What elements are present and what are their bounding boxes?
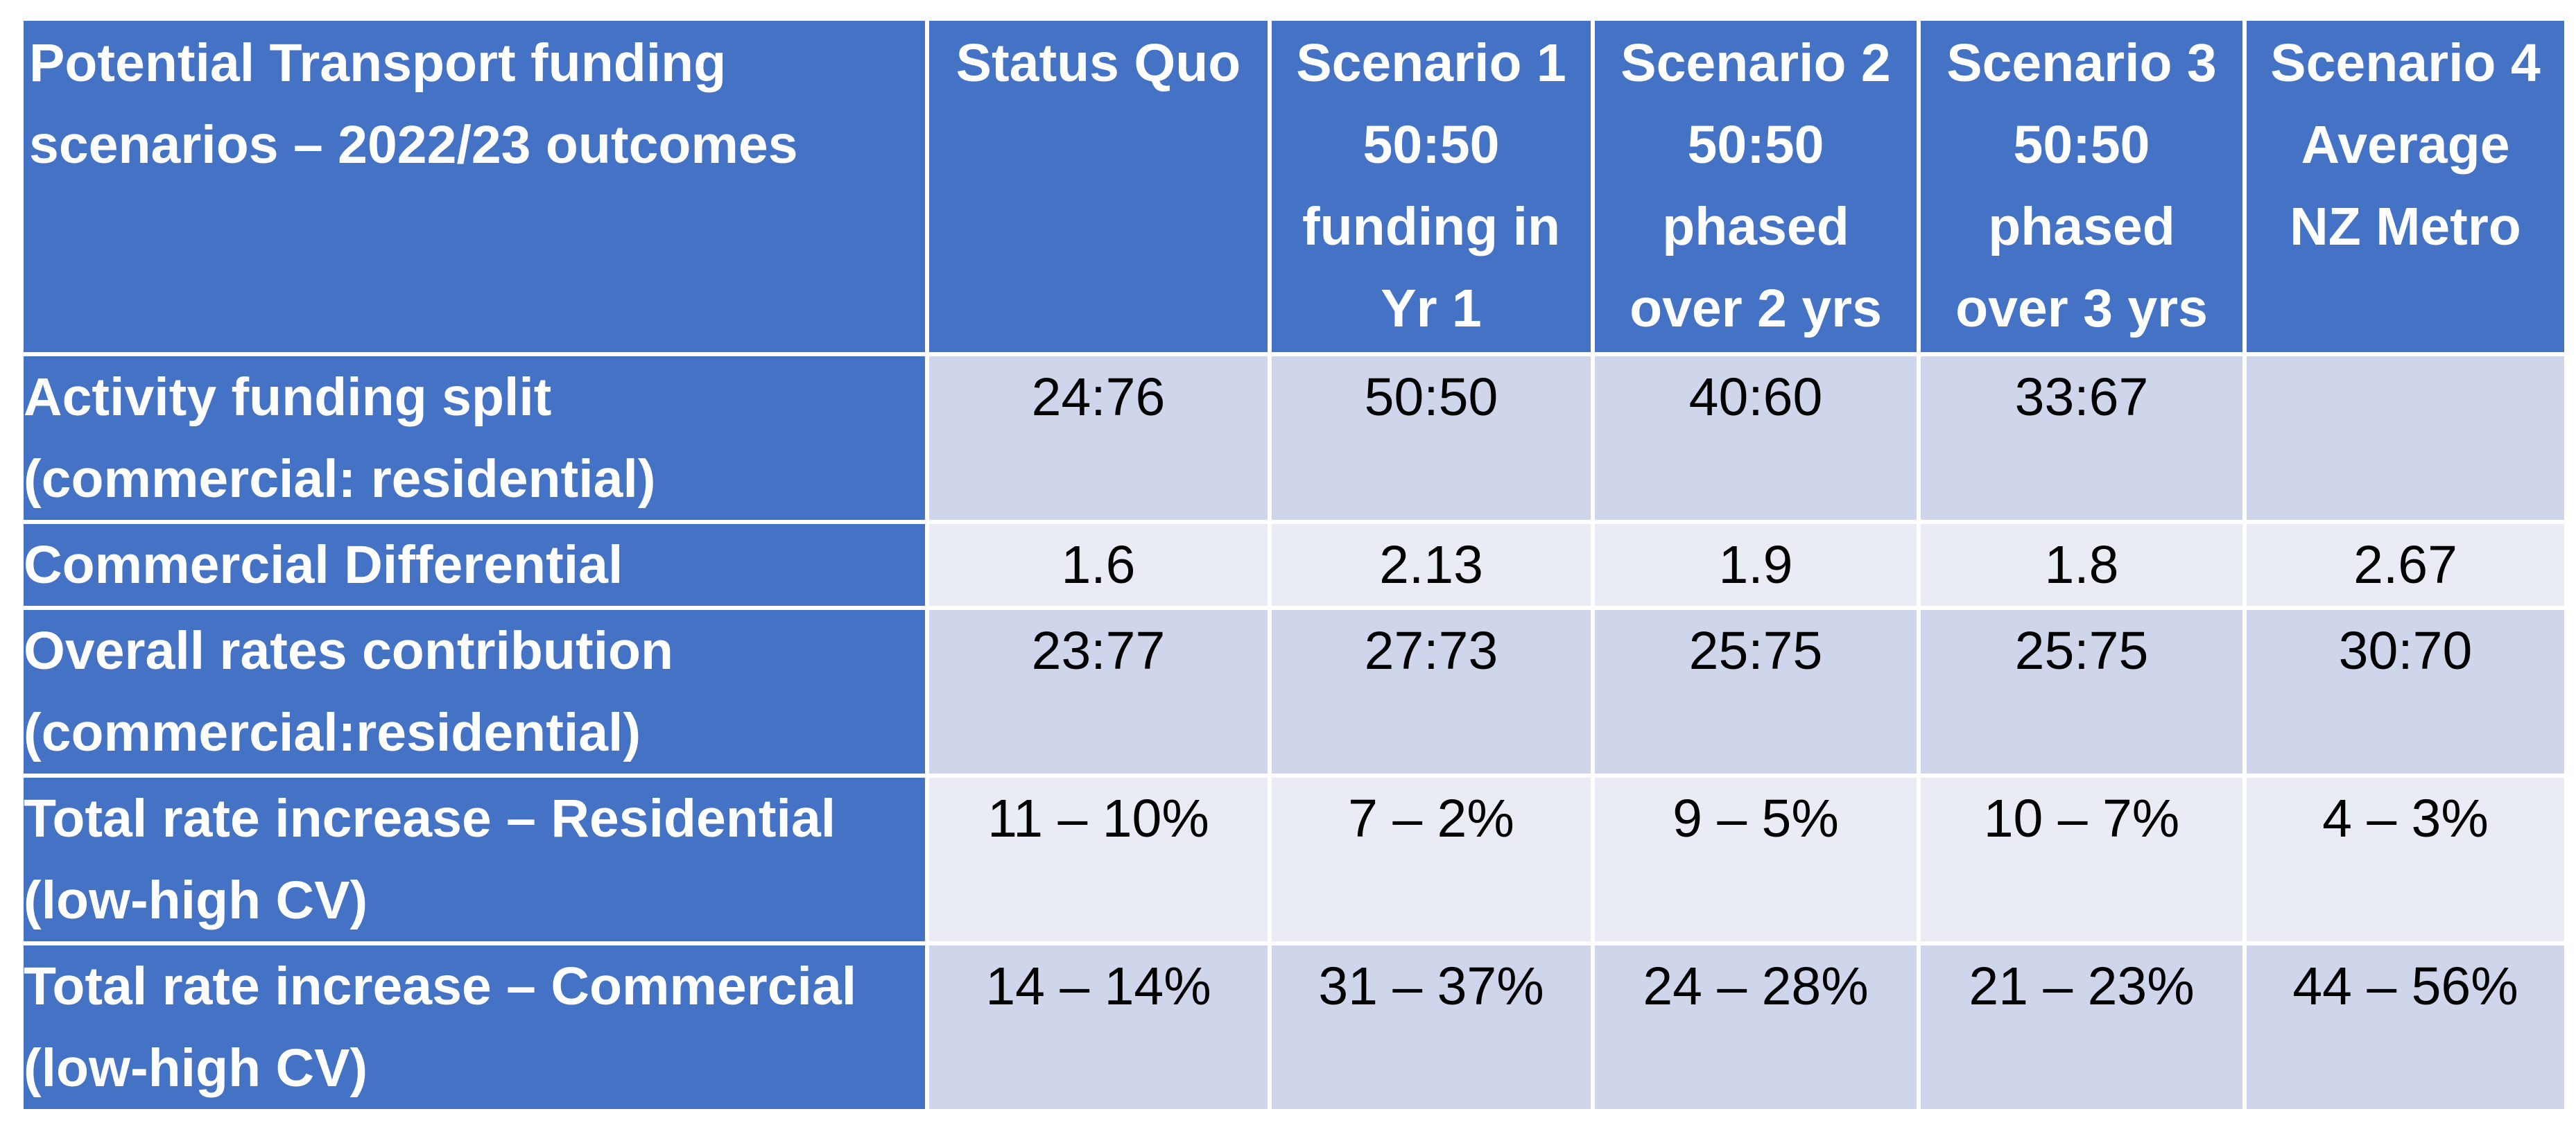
cell-scenario-3: 1.8 (1917, 520, 2247, 610)
cell-scenario-1: 27:73 (1268, 606, 1595, 778)
row-label-line: (low-high CV) (24, 1038, 368, 1098)
header-line: NZ Metro (2290, 197, 2521, 256)
cell-scenario-2: 9 – 5% (1591, 774, 1921, 945)
cell-scenario-4: 30:70 (2242, 606, 2568, 778)
row-label-line: (commercial: residential) (24, 449, 656, 509)
header-line: Scenario 3 (1946, 33, 2217, 93)
cell-status-quo: 14 – 14% (925, 941, 1272, 1113)
cell-status-quo: 1.6 (925, 520, 1272, 610)
cell-scenario-2: 1.9 (1591, 520, 1921, 610)
cell-scenario-1: 31 – 37% (1268, 941, 1595, 1113)
cell-scenario-1: 2.13 (1268, 520, 1595, 610)
cell-scenario-3: 33:67 (1917, 352, 2247, 524)
cell-scenario-4: 44 – 56% (2242, 941, 2568, 1113)
table-row-total-rate-increase-residential: Total rate increase – Residential (low-h… (19, 774, 2568, 945)
header-line: Scenario 2 (1620, 33, 1891, 93)
header-line: Scenario 1 (1296, 33, 1566, 93)
header-line: Average (2301, 115, 2510, 175)
header-line: phased (1988, 197, 2175, 256)
cell-scenario-4 (2242, 352, 2568, 524)
row-label-line: Activity funding split (24, 367, 552, 427)
header-title-line: scenarios – 2022/23 outcomes (29, 115, 798, 175)
row-label-line: Commercial Differential (24, 535, 623, 595)
table-row-overall-rates-contribution: Overall rates contribution (commercial:r… (19, 606, 2568, 778)
cell-scenario-4: 4 – 3% (2242, 774, 2568, 945)
cell-scenario-1: 50:50 (1268, 352, 1595, 524)
cell-scenario-1: 7 – 2% (1268, 774, 1595, 945)
cell-scenario-3: 21 – 23% (1917, 941, 2247, 1113)
header-scenario-2: Scenario 2 50:50 phased over 2 yrs (1591, 17, 1921, 356)
header-scenario-3: Scenario 3 50:50 phased over 3 yrs (1917, 17, 2247, 356)
cell-scenario-2: 25:75 (1591, 606, 1921, 778)
row-label-line: (commercial:residential) (24, 703, 641, 762)
header-line: 50:50 (1363, 115, 1500, 175)
row-label-line: Overall rates contribution (24, 621, 674, 681)
header-status-quo-label: Status Quo (956, 33, 1241, 93)
header-line: 50:50 (2013, 115, 2150, 175)
row-label: Overall rates contribution (commercial:r… (19, 606, 929, 778)
header-line: over 3 yrs (1955, 279, 2208, 338)
row-label: Commercial Differential (19, 520, 929, 610)
header-line: over 2 yrs (1630, 279, 1882, 338)
cell-scenario-3: 25:75 (1917, 606, 2247, 778)
cell-scenario-3: 10 – 7% (1917, 774, 2247, 945)
row-label: Total rate increase – Residential (low-h… (19, 774, 929, 945)
row-label: Activity funding split (commercial: resi… (19, 352, 929, 524)
cell-status-quo: 11 – 10% (925, 774, 1272, 945)
row-label-line: Total rate increase – Residential (24, 789, 836, 848)
cell-scenario-2: 40:60 (1591, 352, 1921, 524)
cell-scenario-2: 24 – 28% (1591, 941, 1921, 1113)
row-label-line: (low-high CV) (24, 871, 368, 930)
table-row-total-rate-increase-commercial: Total rate increase – Commercial (low-hi… (19, 941, 2568, 1113)
cell-status-quo: 23:77 (925, 606, 1272, 778)
header-title-line: Potential Transport funding (29, 33, 727, 93)
header-title: Potential Transport funding scenarios – … (19, 17, 929, 356)
header-line: phased (1662, 197, 1849, 256)
header-line: Yr 1 (1381, 279, 1482, 338)
table-row-activity-funding-split: Activity funding split (commercial: resi… (19, 352, 2568, 524)
header-scenario-4: Scenario 4 Average NZ Metro (2242, 17, 2568, 356)
header-row: Potential Transport funding scenarios – … (19, 17, 2568, 356)
header-scenario-1: Scenario 1 50:50 funding in Yr 1 (1268, 17, 1595, 356)
cell-status-quo: 24:76 (925, 352, 1272, 524)
header-status-quo: Status Quo (925, 17, 1272, 356)
header-line: 50:50 (1687, 115, 1824, 175)
table-row-commercial-differential: Commercial Differential 1.6 2.13 1.9 1.8… (19, 520, 2568, 610)
row-label-line: Total rate increase – Commercial (24, 957, 857, 1016)
header-line: funding in (1302, 197, 1561, 256)
funding-scenarios-table: Potential Transport funding scenarios – … (19, 17, 2568, 1113)
header-line: Scenario 4 (2270, 33, 2541, 93)
cell-scenario-4: 2.67 (2242, 520, 2568, 610)
row-label: Total rate increase – Commercial (low-hi… (19, 941, 929, 1113)
